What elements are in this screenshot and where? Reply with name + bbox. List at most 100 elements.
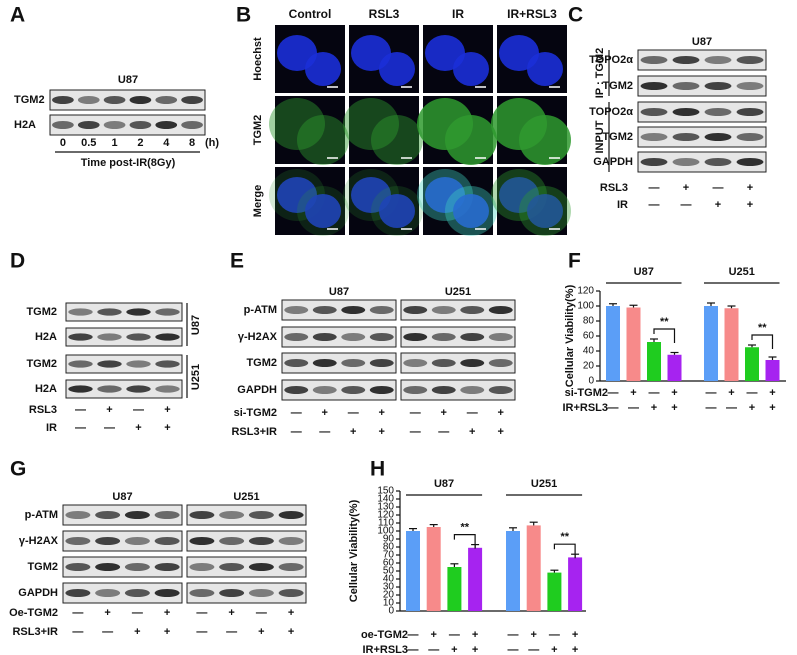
blot-strip [281, 352, 397, 374]
row-label: H2A [35, 331, 57, 343]
blot-band [189, 563, 215, 571]
blot-band [154, 511, 180, 519]
row-label: TGM2 [27, 561, 58, 573]
blot-band [52, 121, 74, 129]
blot-strip [62, 504, 183, 526]
blot-strip [637, 101, 767, 123]
group-title: U87 [112, 491, 132, 503]
blot-band [103, 96, 126, 104]
blot-band [431, 333, 456, 341]
tgm2-signal [297, 186, 349, 236]
group-title: U251 [729, 266, 755, 278]
column-label: IR [452, 7, 464, 21]
row-label: Hoechst [252, 37, 264, 81]
y-tick-label: 20 [383, 590, 395, 601]
condition-sign: + [134, 626, 140, 638]
condition-sign: — [104, 422, 115, 434]
blot-strip [62, 530, 183, 552]
blot-band [488, 386, 513, 394]
blot-band [219, 563, 245, 571]
condition-sign: — [713, 182, 724, 194]
condition-sign: + [530, 629, 536, 641]
y-axis-title: Cellular Viability(%) [564, 284, 576, 387]
blot-band [154, 589, 180, 597]
blot-band [97, 360, 122, 368]
tgm2-signal [343, 98, 399, 150]
micrograph [349, 96, 419, 164]
bar [667, 354, 682, 381]
significance-label: ** [660, 316, 669, 328]
significance-label: ** [758, 322, 767, 334]
row-label: TGM2 [26, 306, 57, 318]
blot-band [672, 56, 700, 64]
condition-sign: — [408, 644, 419, 655]
condition-sign: + [288, 607, 294, 619]
y-tick-label: 50 [383, 566, 395, 577]
blot-band [736, 133, 764, 141]
nucleus [453, 194, 489, 228]
condition-sign: + [572, 644, 578, 655]
row-label: Merge [252, 185, 264, 217]
blot-band [736, 82, 764, 90]
column-label: IR+RSL3 [507, 7, 557, 21]
blot-strip [49, 114, 206, 136]
condition-sign: + [288, 626, 294, 638]
y-tick-label: 150 [377, 486, 394, 497]
group-title: U87 [434, 478, 454, 490]
lane-label: 8 [189, 137, 195, 149]
blot-band [312, 333, 337, 341]
blot-band [704, 158, 732, 166]
blot-band [126, 385, 151, 393]
bar [526, 525, 541, 611]
condition-sign: — [706, 402, 717, 414]
row-label: γ-H2AX [238, 331, 278, 343]
row-label: H2A [14, 119, 36, 131]
condition-sign: — [348, 407, 359, 419]
condition-sign: — [649, 182, 660, 194]
panel-label: B [236, 4, 251, 27]
blot-band [97, 385, 122, 393]
bar [447, 567, 462, 611]
condition-sign: + [164, 607, 170, 619]
blot-band [488, 306, 513, 314]
y-tick-label: 60 [583, 331, 595, 342]
condition-sign: — [75, 422, 86, 434]
column-label: Control [289, 7, 332, 21]
condition-label: RSL3+IR [231, 426, 277, 438]
condition-label: RSL3 [600, 182, 628, 194]
bar [506, 531, 520, 611]
panel-label: E [230, 250, 244, 273]
condition-sign: — [226, 626, 237, 638]
blot-band [154, 563, 180, 571]
blot-band [124, 589, 150, 597]
condition-sign: — [408, 629, 419, 641]
condition-label: si-TGM2 [565, 387, 608, 399]
blot-band [672, 82, 700, 90]
blot-band [52, 96, 74, 104]
condition-sign: — [608, 387, 619, 399]
condition-sign: + [104, 607, 110, 619]
blot-band [189, 589, 215, 597]
blot-band [403, 306, 428, 314]
y-tick-label: 110 [378, 518, 394, 529]
blot-band [312, 306, 337, 314]
row-label: TGM2 [246, 357, 277, 369]
bar [606, 306, 620, 381]
blot-band [126, 360, 151, 368]
blot-band [403, 386, 428, 394]
group-title: U87 [634, 266, 654, 278]
blot-band [704, 56, 732, 64]
blot-band [672, 133, 700, 141]
blot-band [736, 56, 764, 64]
row-label: TGM2 [602, 131, 633, 143]
nucleus [305, 194, 341, 228]
blot-strip [281, 299, 397, 321]
blot-band [704, 82, 732, 90]
blot-band [155, 333, 180, 341]
blot-band [95, 589, 121, 597]
bar [765, 360, 780, 381]
condition-label: si-TGM2 [234, 407, 277, 419]
blot-band [124, 511, 150, 519]
blot-band [736, 108, 764, 116]
blot-band [640, 108, 668, 116]
